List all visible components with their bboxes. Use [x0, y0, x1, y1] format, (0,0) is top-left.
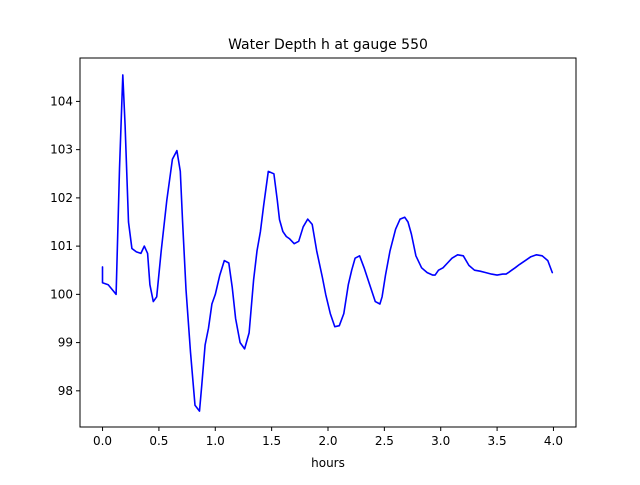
- y-tick-label: 101: [50, 239, 73, 253]
- series-line-0: [101, 74, 554, 412]
- y-tick-label: 103: [50, 143, 73, 157]
- y-tick-label: 100: [50, 287, 73, 301]
- chart-title: Water Depth h at gauge 550: [228, 37, 428, 53]
- x-axis-label: hours: [311, 456, 345, 470]
- x-tick-label: 3.5: [488, 434, 507, 448]
- x-tick-label: 1.5: [262, 434, 281, 448]
- x-tick-label: 2.5: [375, 434, 394, 448]
- y-tick-label: 104: [50, 94, 73, 108]
- x-tick-label: 1.0: [206, 434, 225, 448]
- x-tick-label: 0.0: [93, 434, 112, 448]
- plot-area: 0.0 0.5 1.0 1.5 2.0 2.5 3.0 3.5 4.0 98 99 100 101 102…: [50, 57, 577, 448]
- y-tick-label: 98: [58, 384, 73, 398]
- y-tick-label: 102: [50, 191, 73, 205]
- x-tick-label: 4.0: [544, 434, 563, 448]
- y-tick-label: 99: [58, 336, 73, 350]
- x-tick-label: 2.0: [318, 434, 337, 448]
- x-tick-label: 0.5: [149, 434, 168, 448]
- x-tick-label: 3.0: [431, 434, 450, 448]
